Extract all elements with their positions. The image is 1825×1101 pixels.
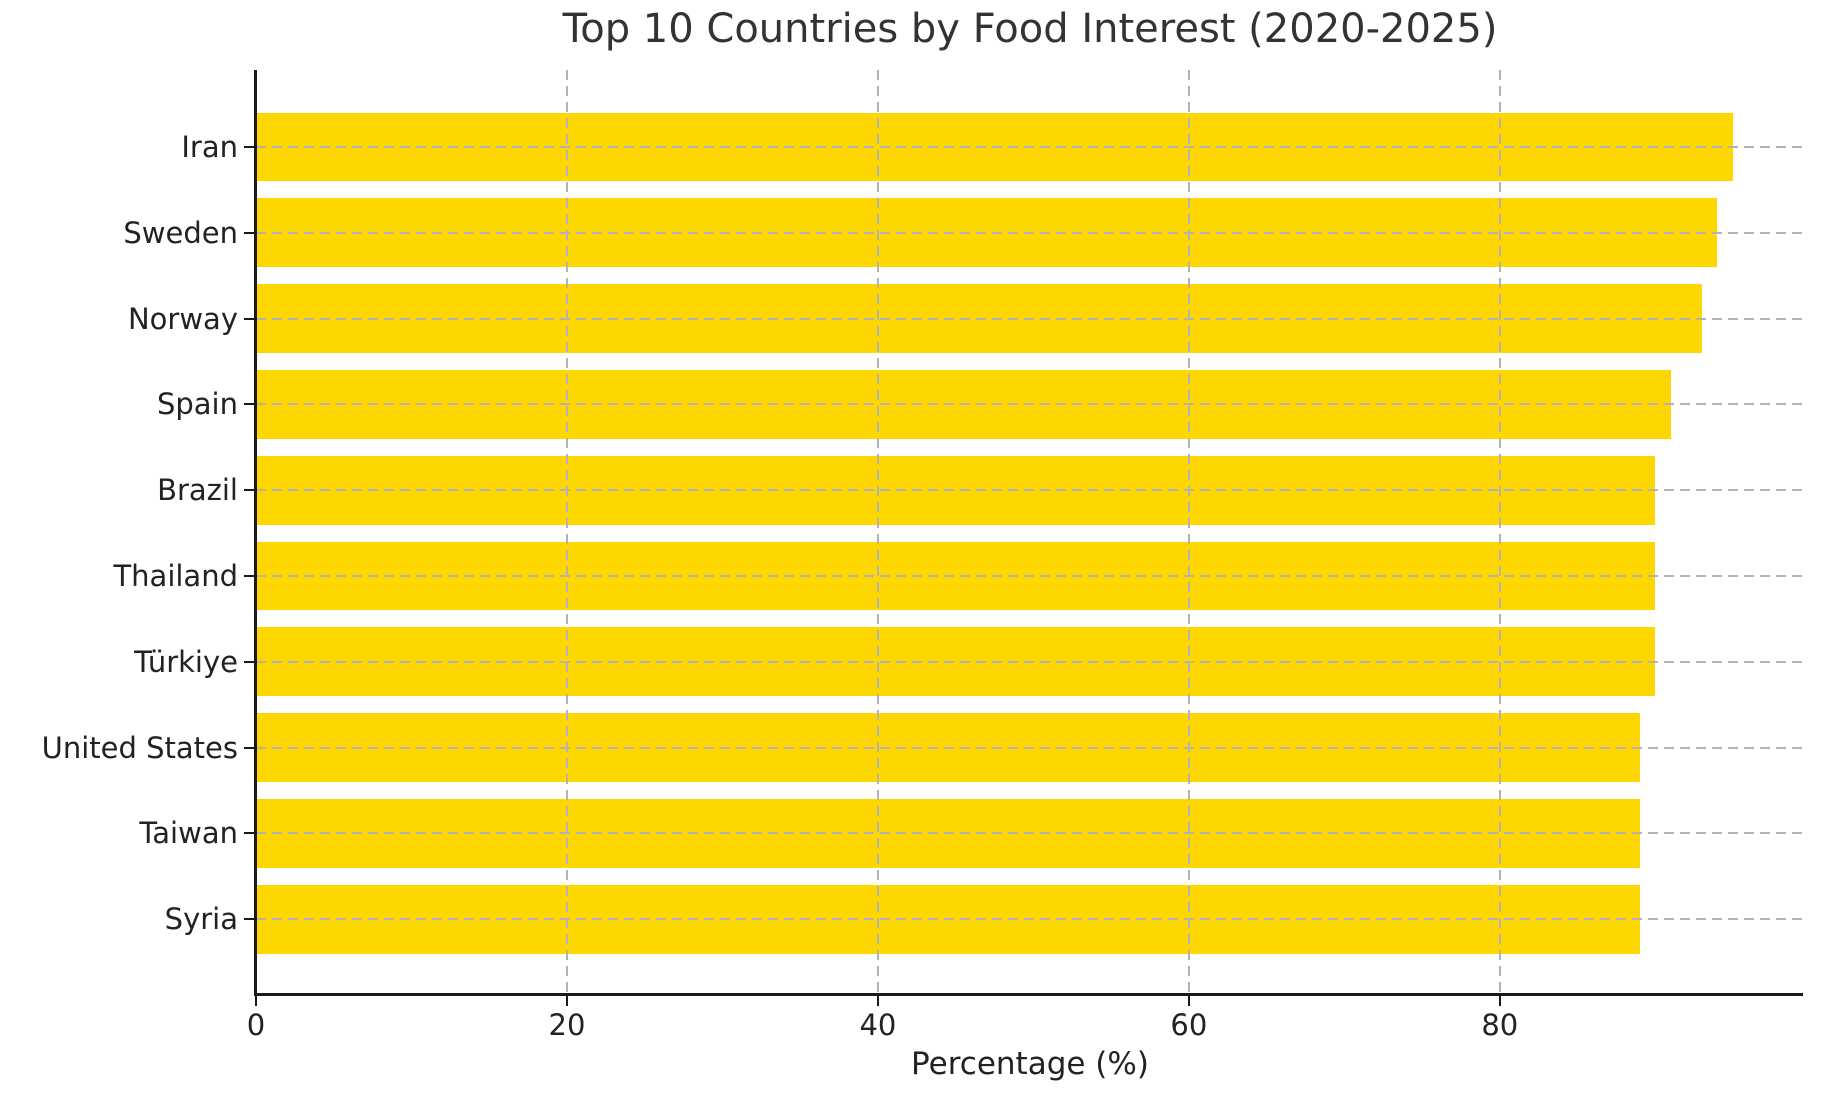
x-tick-label-0: 0: [246, 1008, 266, 1042]
h-gridline-taiwan: [256, 832, 1803, 835]
v-gridline-60: [1187, 70, 1190, 993]
v-gridline-40: [876, 70, 879, 993]
y-tick-mark-spain: [244, 403, 254, 406]
x-tick-label-60: 60: [1170, 1008, 1208, 1042]
y-tick-label-norway: Norway: [127, 301, 238, 336]
y-tick-label-thailand: Thailand: [113, 559, 238, 593]
plot-area: [256, 70, 1803, 993]
x-tick-label-80: 80: [1481, 1008, 1519, 1042]
y-tick-mark-t-rkiye: [244, 660, 254, 663]
x-tick-label-40: 40: [859, 1008, 897, 1042]
x-tick-label-20: 20: [548, 1008, 586, 1042]
y-tick-mark-brazil: [244, 489, 254, 492]
y-tick-label-brazil: Brazil: [157, 473, 238, 508]
y-tick-mark-iran: [244, 146, 254, 148]
y-tick-label-t-rkiye: Türkiye: [134, 644, 238, 679]
h-gridline-norway: [256, 317, 1803, 320]
y-tick-label-iran: Iran: [181, 130, 238, 164]
h-gridline-sweden: [256, 231, 1803, 234]
y-tick-mark-taiwan: [244, 832, 254, 835]
h-gridline-brazil: [256, 489, 1803, 492]
y-tick-mark-thailand: [244, 575, 254, 577]
y-tick-mark-united-states: [244, 746, 254, 749]
y-tick-label-taiwan: Taiwan: [139, 816, 238, 851]
x-tick-mark-40: [876, 996, 879, 1006]
y-tick-label-sweden: Sweden: [123, 215, 238, 250]
v-gridline-80: [1498, 70, 1501, 993]
y-tick-label-spain: Spain: [156, 387, 238, 422]
y-tick-label-united-states: United States: [41, 730, 238, 765]
y-tick-mark-sweden: [244, 231, 254, 234]
y-tick-mark-norway: [244, 317, 254, 320]
x-axis-title: Percentage (%): [911, 1046, 1149, 1082]
x-tick-mark-60: [1187, 996, 1190, 1006]
h-gridline-t-rkiye: [256, 660, 1803, 663]
y-tick-mark-syria: [244, 918, 254, 921]
y-axis-spine: [254, 70, 257, 996]
h-gridline-thailand: [256, 575, 1803, 577]
h-gridline-iran: [256, 146, 1803, 148]
chart-title: Top 10 Countries by Food Interest (2020-…: [562, 6, 1498, 52]
h-gridline-spain: [256, 403, 1803, 406]
y-tick-label-syria: Syria: [164, 902, 238, 937]
h-gridline-syria: [256, 918, 1803, 921]
v-gridline-20: [565, 70, 568, 993]
x-tick-mark-0: [255, 996, 257, 1006]
x-tick-mark-80: [1498, 996, 1501, 1006]
x-tick-mark-20: [565, 996, 568, 1006]
x-axis-spine: [254, 993, 1803, 996]
h-gridline-united-states: [256, 746, 1803, 749]
